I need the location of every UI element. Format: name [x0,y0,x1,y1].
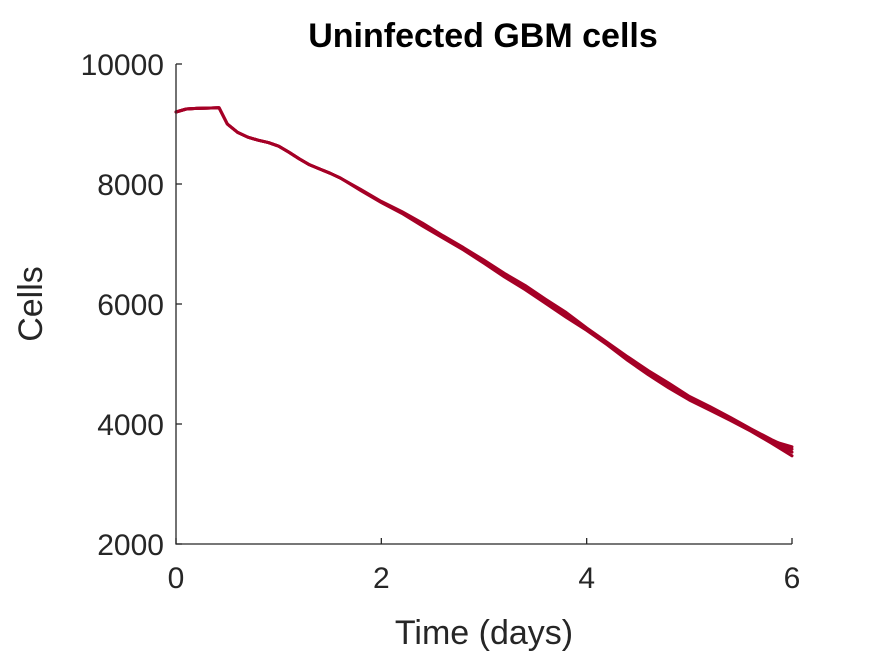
y-axis: 2000 4000 6000 8000 10000 [81,49,182,562]
chart-title: Uninfected GBM cells [308,17,658,55]
x-tick-label: 6 [784,562,801,595]
x-tick-label: 4 [578,562,595,595]
y-tick-label: 2000 [97,529,164,562]
y-tick-label: 4000 [97,409,164,442]
x-axis: 0 2 4 6 [168,538,801,595]
plot-frame [175,64,792,545]
series-group [174,106,794,458]
y-axis-label: Cells [12,266,50,342]
y-tick-label: 6000 [97,289,164,322]
y-tick-label: 8000 [97,169,164,202]
x-tick-label: 0 [168,562,185,595]
y-tick-label: 10000 [81,49,164,82]
x-tick-label: 2 [373,562,390,595]
x-axis-label: Time (days) [395,614,573,652]
series-line-4 [174,106,794,449]
series-line-3 [174,106,794,451]
